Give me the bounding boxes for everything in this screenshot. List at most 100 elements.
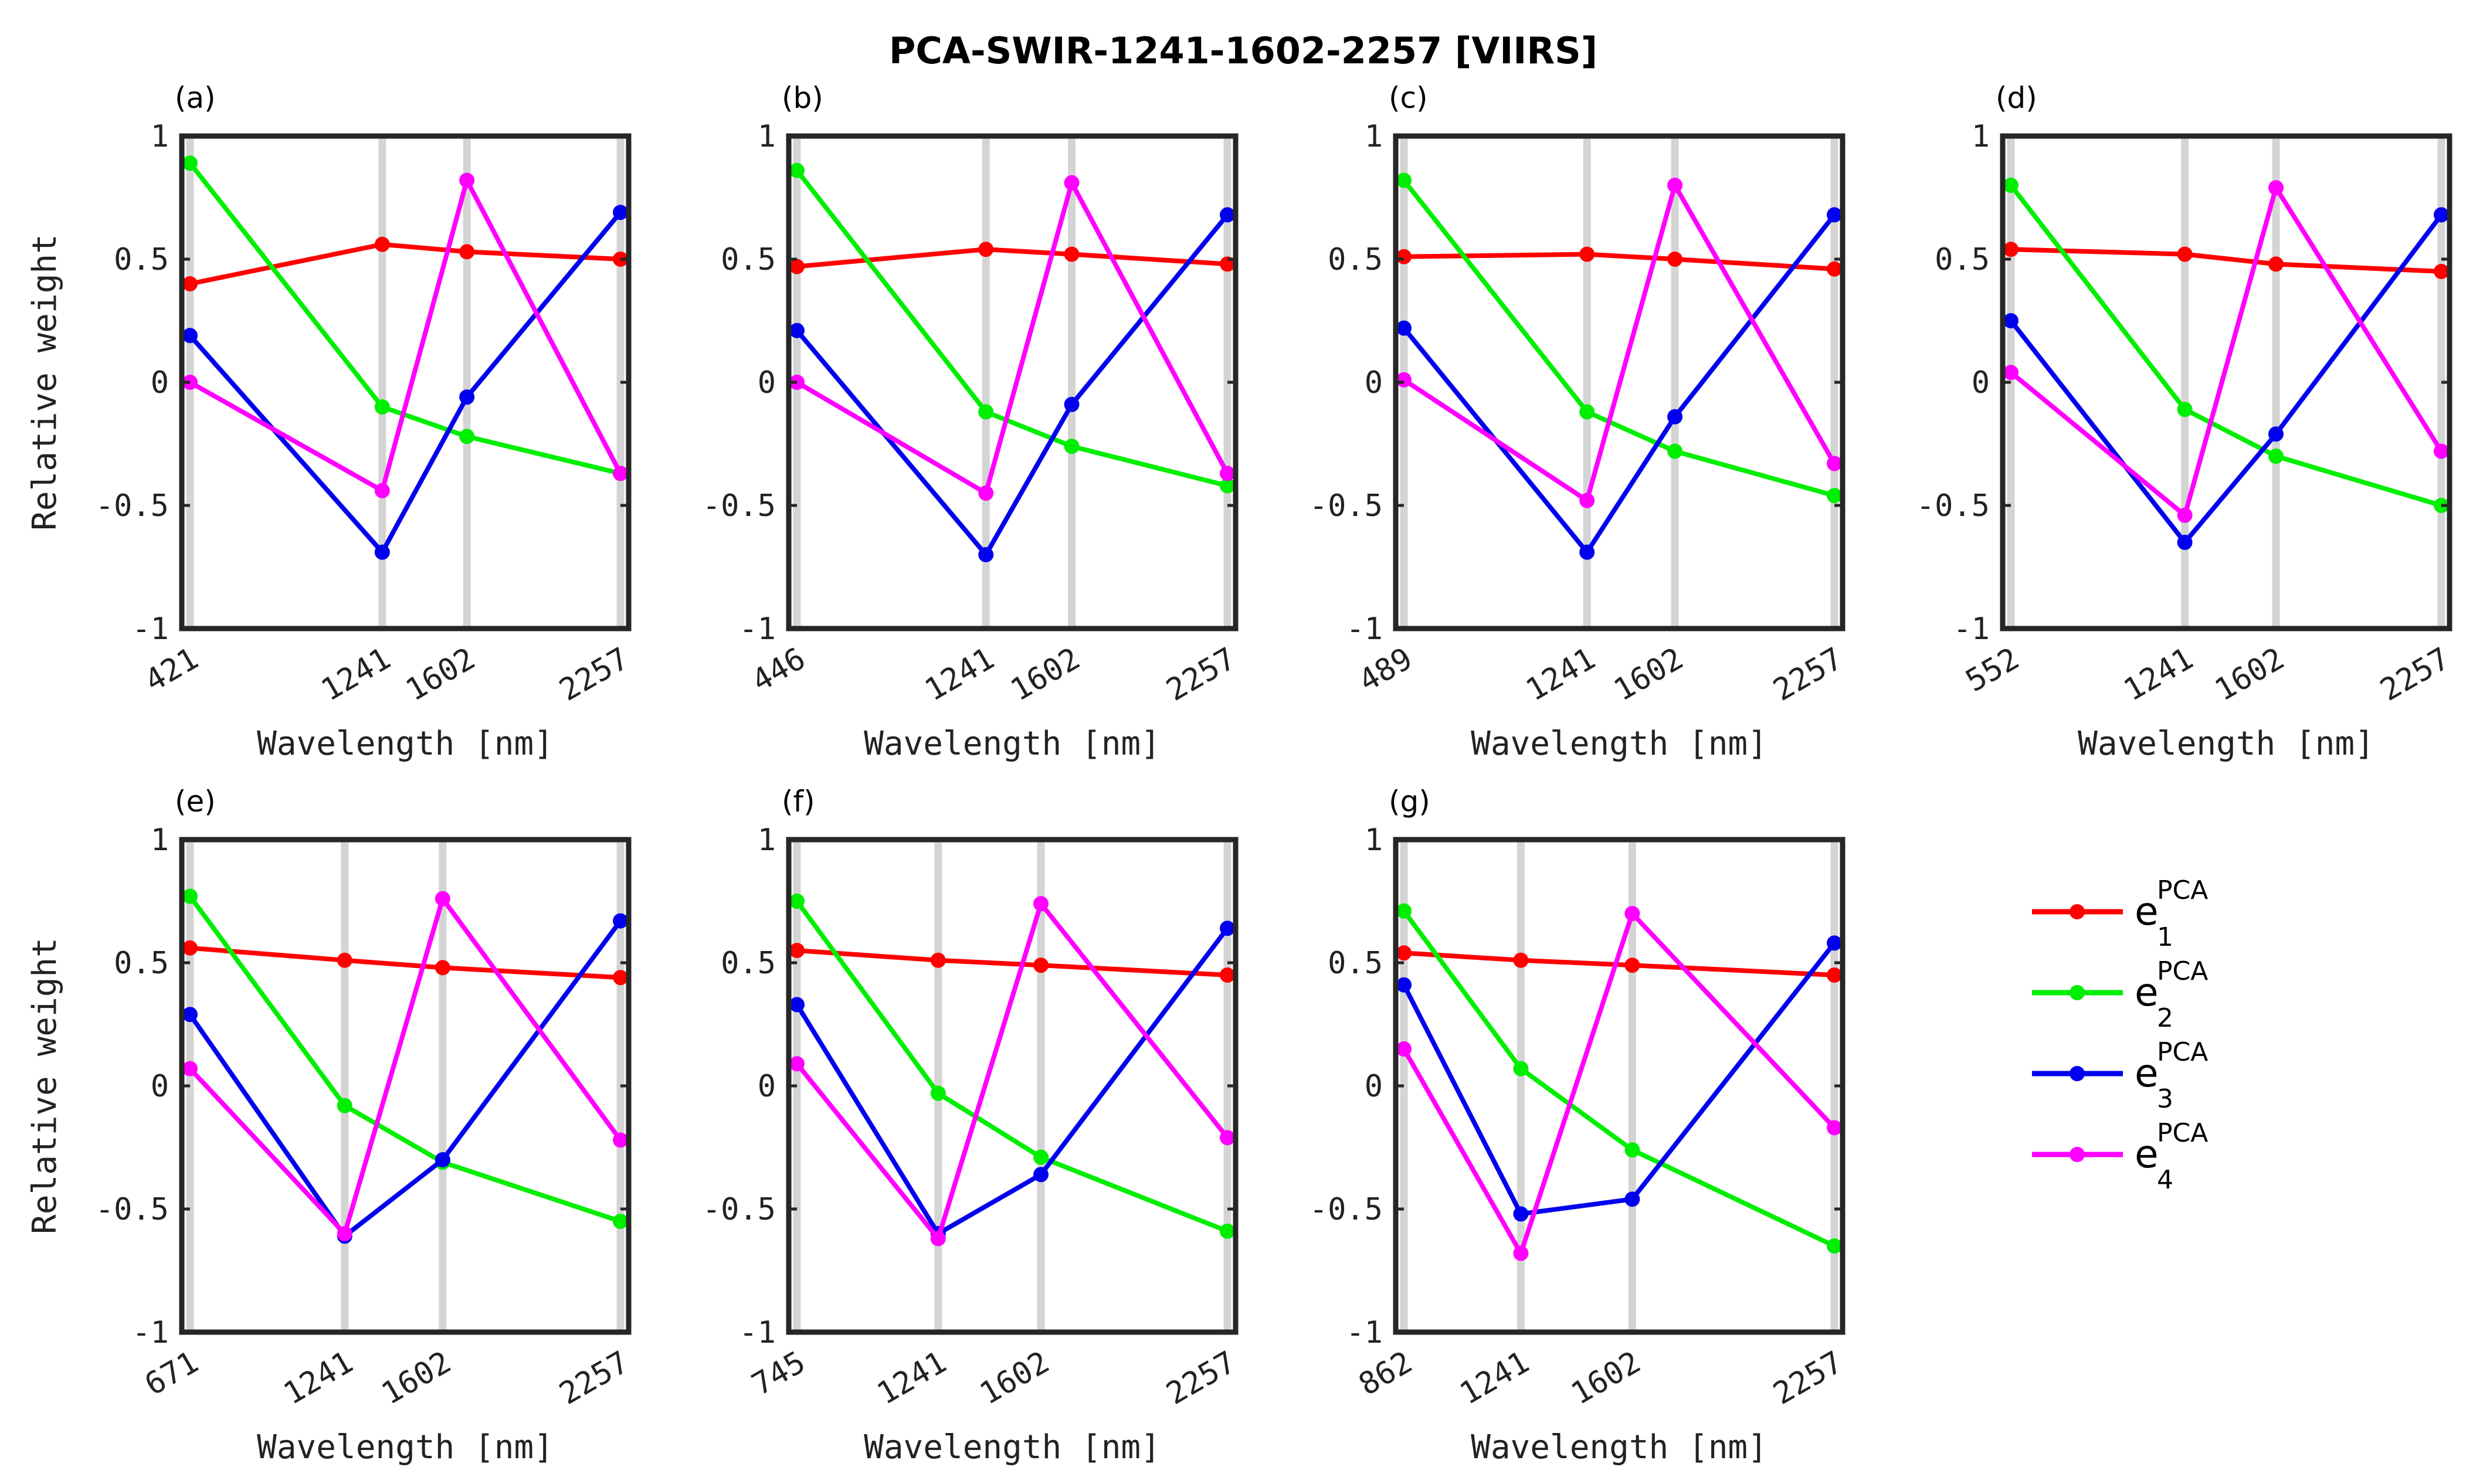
- point-e2: [1579, 404, 1595, 420]
- axes-box: [179, 133, 632, 631]
- point-e2: [789, 894, 805, 909]
- x-tick-label: 2257: [1768, 641, 1848, 708]
- x-tick-label: 1241: [871, 1344, 952, 1412]
- point-e1: [182, 276, 198, 291]
- x-tick-label: 489: [1353, 641, 1418, 699]
- series-line-e2: [2009, 184, 2442, 508]
- y-tick-label: -1: [132, 612, 169, 647]
- legend-swatch-marker: [2070, 1066, 2085, 1081]
- legend-item-4: e4 PCA: [2032, 1118, 2208, 1195]
- point-e4: [613, 1132, 628, 1148]
- point-e3: [1396, 320, 1412, 336]
- y-axis-label: Relative weight: [26, 938, 64, 1234]
- point-e4: [1827, 456, 1842, 471]
- point-e3: [2003, 313, 2019, 328]
- figure-title: PCA-SWIR-1241-1602-2257 [VIIRS]: [889, 29, 1597, 72]
- series-line-e3: [188, 919, 623, 1239]
- point-e3: [1033, 1167, 1049, 1183]
- point-e1: [789, 259, 805, 274]
- legend-sub: 1: [2157, 922, 2173, 952]
- point-e3: [613, 205, 628, 220]
- point-e2: [1827, 1238, 1842, 1254]
- point-e1: [1827, 261, 1842, 277]
- point-e4: [1667, 178, 1683, 193]
- series-line-e1: [796, 247, 1228, 269]
- series-line-e4: [189, 178, 623, 493]
- point-e4: [1220, 466, 1235, 481]
- y-tick-label: -0.5: [1916, 488, 1990, 524]
- x-tick-label: 2257: [1768, 1344, 1848, 1412]
- point-e4: [374, 483, 390, 498]
- legend-sub: 2: [2157, 1003, 2173, 1033]
- y-axis-label: Relative weight: [26, 234, 64, 531]
- series-line-e3: [1402, 941, 1837, 1217]
- x-tick-label: 1241: [278, 1344, 359, 1412]
- point-e2: [374, 399, 390, 415]
- point-e2: [1033, 1149, 1049, 1165]
- y-tick-label: -0.5: [703, 488, 776, 524]
- point-e1: [1579, 246, 1595, 262]
- point-e3: [182, 1007, 198, 1023]
- point-e2: [182, 888, 198, 904]
- point-e2: [337, 1098, 352, 1113]
- axes-box: [786, 133, 1239, 631]
- point-e3: [1064, 396, 1080, 412]
- point-e1: [1064, 246, 1080, 262]
- y-tick-label: 0: [1365, 365, 1383, 400]
- y-tick-label: 0: [1972, 365, 1990, 400]
- x-tick-label: 421: [139, 641, 204, 699]
- y-tick-label: -0.5: [96, 1192, 169, 1227]
- point-e1: [1033, 957, 1049, 973]
- point-e2: [2177, 402, 2193, 417]
- point-e4: [2177, 507, 2193, 523]
- point-e3: [1827, 935, 1842, 951]
- y-tick-label: -0.5: [96, 488, 169, 524]
- legend-sup: PCA: [2157, 875, 2208, 905]
- point-e4: [789, 1056, 805, 1072]
- legend-sub: 3: [2157, 1084, 2173, 1114]
- series-line-e1: [1403, 252, 1835, 271]
- x-tick-label: 862: [1353, 1344, 1418, 1403]
- y-tick-label: -0.5: [1310, 1192, 1383, 1227]
- point-e2: [1827, 488, 1842, 504]
- point-e2: [1624, 1142, 1640, 1158]
- y-tick-label: -0.5: [703, 1192, 776, 1227]
- x-tick-label: 671: [139, 1344, 204, 1403]
- x-tick-label: 2257: [2374, 641, 2455, 708]
- point-e4: [1396, 372, 1412, 388]
- x-tick-label: 1602: [376, 1344, 457, 1412]
- point-e4: [1579, 493, 1595, 508]
- series-line-e2: [1402, 179, 1836, 498]
- panel-label: (f): [782, 785, 815, 819]
- x-axis-label: Wavelength [nm]: [2078, 725, 2374, 763]
- point-e2: [1220, 478, 1235, 494]
- point-e1: [2003, 242, 2019, 257]
- legend-item-1: e1 PCA: [2032, 875, 2208, 952]
- legend-sup: PCA: [2157, 1118, 2208, 1148]
- panel-label: (g): [1389, 785, 1430, 819]
- x-tick-label: 1241: [2118, 641, 2199, 708]
- panel-label: (b): [782, 81, 823, 115]
- x-tick-label: 2257: [1161, 641, 1241, 708]
- point-e1: [789, 943, 805, 958]
- point-e4: [1827, 1120, 1842, 1136]
- point-e2: [459, 429, 475, 444]
- point-e4: [337, 1226, 352, 1241]
- point-e1: [337, 952, 352, 968]
- x-tick-label: 1241: [316, 641, 396, 708]
- point-e3: [374, 544, 390, 560]
- series-line-e2: [795, 899, 1229, 1234]
- point-e1: [2434, 264, 2449, 279]
- x-axis-label: Wavelength [nm]: [257, 1428, 554, 1466]
- series-line-e3: [2009, 213, 2444, 545]
- point-e1: [435, 960, 450, 976]
- point-e4: [613, 466, 628, 481]
- y-tick-label: -1: [132, 1315, 169, 1350]
- point-e3: [2434, 207, 2449, 223]
- x-tick-label: 1602: [1608, 641, 1689, 708]
- axes-box: [1393, 837, 1846, 1335]
